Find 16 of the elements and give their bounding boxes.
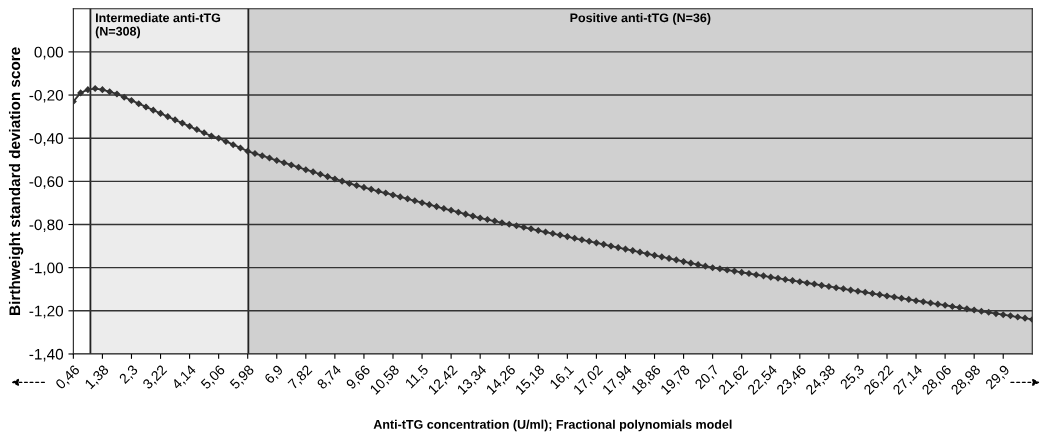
band-label: Intermediate anti-tTG (N=308)	[95, 13, 221, 39]
x-tick-label: 2,3	[118, 364, 140, 386]
y-axis-title: Birthweight standard deviation score	[8, 47, 24, 315]
y-tick-label: -1,20	[29, 305, 64, 319]
y-tick-label: -1,00	[29, 262, 64, 276]
x-tick-label: 7,82	[287, 364, 314, 391]
x-axis-title: Anti-tTG concentration (U/ml); Fractional polynomials model	[373, 419, 732, 432]
y-tick-label: -0,20	[29, 89, 64, 103]
x-tick-label: 4,14	[171, 364, 198, 391]
x-tick-label: 6,9	[263, 364, 285, 386]
y-tick-label: -0,80	[29, 219, 64, 232]
band-label: Positive anti-tTG (N=36)	[570, 13, 711, 25]
y-tick-label: -0,40	[29, 133, 64, 146]
y-tick-label: 0,00	[34, 46, 64, 60]
y-tick-label: -0,60	[29, 176, 64, 189]
y-tick-label: -1,40	[29, 348, 64, 362]
